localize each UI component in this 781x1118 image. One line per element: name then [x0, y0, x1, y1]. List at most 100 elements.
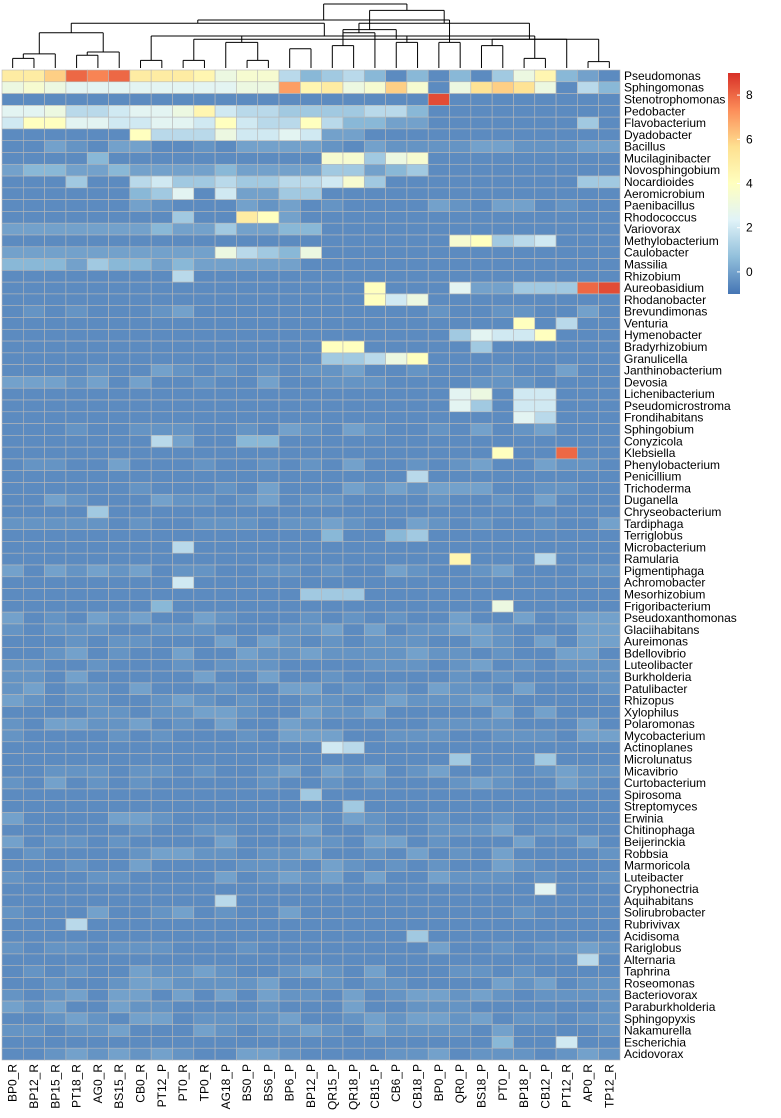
heatmap-cell: [65, 175, 88, 189]
heatmap-cell: [278, 835, 301, 849]
heatmap-cell: [555, 293, 578, 307]
heatmap-cell: [236, 658, 259, 672]
heatmap-cell: [300, 493, 322, 507]
heatmap-cell: [427, 211, 450, 224]
heatmap-cell: [449, 128, 472, 142]
heatmap-cell: [23, 694, 45, 707]
heatmap-cell: [278, 611, 301, 625]
heatmap-cell: [193, 470, 216, 483]
heatmap-cell: [108, 588, 131, 601]
heatmap-cell: [321, 93, 344, 106]
heatmap-cell: [406, 1024, 429, 1037]
heatmap-cell: [278, 658, 301, 672]
heatmap-cell: [342, 658, 365, 672]
heatmap-cell: [449, 246, 472, 259]
heatmap-cell: [406, 234, 429, 248]
heatmap-cell: [150, 1036, 173, 1049]
heatmap-cell: [449, 611, 472, 625]
heatmap-cell: [491, 741, 514, 754]
heatmap-cell: [555, 187, 578, 200]
heatmap-cell: [23, 317, 45, 330]
heatmap-cell: [555, 128, 578, 142]
column-label: BS18_P: [474, 1064, 488, 1108]
heatmap-cell: [108, 81, 131, 94]
heatmap-cell: [342, 505, 365, 519]
heatmap-cell: [236, 128, 259, 142]
heatmap-cell: [150, 493, 173, 507]
heatmap-cell: [470, 175, 493, 189]
heatmap-cell: [449, 1047, 472, 1061]
heatmap-cell: [23, 623, 45, 637]
heatmap-cell: [555, 953, 578, 967]
heatmap-cell: [363, 69, 386, 83]
heatmap-cell: [236, 871, 259, 884]
row-label: Duganella: [624, 493, 678, 507]
heatmap-cell: [363, 800, 386, 813]
heatmap-cell: [577, 435, 599, 448]
heatmap-cell: [534, 953, 557, 967]
heatmap-cell: [427, 682, 450, 695]
heatmap-cell: [214, 234, 237, 248]
heatmap-cell: [577, 505, 599, 519]
heatmap-cell: [44, 765, 67, 778]
heatmap-cell: [363, 847, 386, 860]
heatmap-cell: [86, 776, 109, 790]
heatmap-cell: [129, 953, 152, 967]
heatmap-cell: [65, 882, 88, 896]
heatmap-cell: [44, 600, 67, 613]
heatmap-cell: [534, 1024, 557, 1037]
heatmap-cell: [1, 800, 24, 813]
heatmap-cell: [23, 1000, 45, 1014]
heatmap-cell: [44, 977, 67, 990]
heatmap-cell: [321, 894, 344, 908]
heatmap-cell: [577, 882, 599, 896]
heatmap-cell: [65, 576, 88, 589]
heatmap-cell: [300, 918, 322, 931]
heatmap-cell: [427, 199, 450, 212]
heatmap-cell: [108, 871, 131, 884]
heatmap-cell: [300, 812, 322, 825]
heatmap-cell: [172, 576, 195, 589]
heatmap-cell: [577, 1024, 599, 1037]
heatmap-cell: [236, 941, 259, 955]
heatmap-cell: [129, 835, 152, 849]
heatmap-cell: [470, 765, 493, 778]
heatmap-cell: [86, 670, 109, 684]
heatmap-cell: [513, 435, 536, 448]
heatmap-cell: [342, 317, 365, 330]
heatmap-cell: [598, 670, 621, 684]
heatmap-cell: [278, 411, 301, 424]
heatmap-cell: [65, 470, 88, 483]
heatmap-cell: [534, 116, 557, 130]
heatmap-cell: [427, 658, 450, 672]
heatmap-cell: [150, 800, 173, 813]
heatmap-cell: [427, 918, 450, 931]
heatmap-cell: [150, 317, 173, 330]
heatmap-cell: [236, 1036, 259, 1049]
heatmap-cell: [150, 352, 173, 365]
heatmap-cell: [65, 658, 88, 672]
heatmap-cell: [23, 175, 45, 189]
heatmap-cell: [236, 670, 259, 684]
heatmap-cell: [363, 706, 386, 719]
heatmap-cell: [470, 623, 493, 637]
heatmap-cell: [598, 788, 621, 802]
heatmap-cell: [427, 988, 450, 1002]
heatmap-cell: [406, 328, 429, 342]
row-label: Erwinia: [624, 811, 664, 825]
heatmap-cell: [321, 741, 344, 754]
heatmap-cell: [363, 871, 386, 884]
column-label: BP12_R: [27, 1064, 41, 1109]
heatmap-cell: [23, 800, 45, 813]
heatmap-cell: [86, 859, 109, 872]
heatmap-cell: [300, 423, 322, 436]
heatmap-cell: [406, 152, 429, 165]
heatmap-cell: [342, 729, 365, 743]
heatmap-cell: [385, 717, 408, 731]
heatmap-cell: [150, 69, 173, 83]
row-labels: PseudomonasSphingomonasStenotrophomonasP…: [624, 69, 737, 1061]
heatmap-cell: [108, 1000, 131, 1014]
heatmap-cell: [363, 894, 386, 908]
heatmap-cell: [470, 729, 493, 743]
